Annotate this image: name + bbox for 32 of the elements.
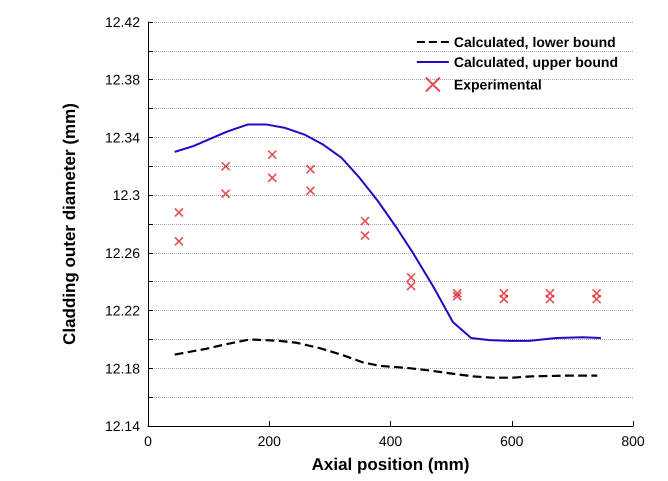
line-series (174, 123, 602, 342)
y-tick-label: 12.22 (104, 302, 140, 319)
y-tick-label: 12.42 (104, 14, 140, 30)
x-tick-label: 600 (500, 433, 524, 449)
line-series (174, 338, 598, 379)
point (452, 288, 462, 298)
point (267, 150, 278, 160)
point (220, 161, 230, 172)
point (306, 164, 316, 174)
point (174, 208, 184, 218)
point (360, 230, 370, 240)
x-tick-label: 200 (258, 433, 282, 449)
y-axis-title: Cladding outer diameter (mm) (60, 103, 79, 345)
y-tick-label: 12.26 (104, 244, 140, 261)
point (306, 186, 316, 196)
point (174, 236, 184, 246)
point (360, 216, 370, 226)
y-tick-label: 12.34 (104, 129, 140, 146)
x-axis-title: Axial position (mm) (312, 455, 470, 474)
y-tick-label: 12.14 (104, 418, 140, 434)
legend-label: Calculated, upper bound (454, 54, 618, 70)
y-tick-label: 12.18 (104, 360, 140, 376)
x-tick-label: 400 (378, 433, 402, 449)
point (220, 188, 230, 198)
point (452, 291, 462, 301)
y-tick-label: 12.3 (112, 187, 140, 204)
point (267, 173, 278, 183)
legend-label: Calculated, lower bound (454, 34, 616, 50)
x-tick-label: 0 (144, 433, 152, 449)
legend-label: Experimental (454, 76, 542, 92)
y-tick-label: 12.38 (104, 72, 140, 88)
x-tick-label: 800 (621, 433, 645, 449)
